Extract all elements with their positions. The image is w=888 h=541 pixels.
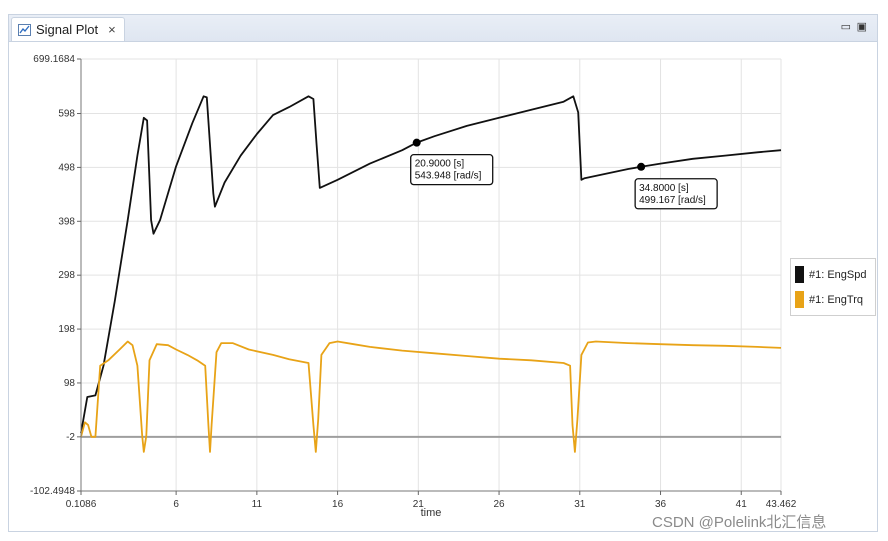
legend-item-engtrq[interactable]: #1: EngTrq: [795, 291, 863, 308]
watermark-text: CSDN @Polelink北汇信息: [652, 514, 827, 531]
plot-grid: [80, 58, 782, 492]
y-tick-label: 699.1684: [33, 54, 75, 65]
x-tick-label: 0.1086: [66, 499, 97, 510]
chart-icon: [18, 23, 31, 36]
tab-title: Signal Plot: [36, 22, 99, 37]
legend-label-engspd: #1: EngSpd: [809, 268, 867, 281]
tooltip-line: 34.8000 [s]: [639, 183, 689, 194]
tooltip-line: 499.167 [rad/s]: [639, 195, 706, 206]
data-marker[interactable]: [637, 162, 646, 171]
legend-swatch-engspd: [795, 266, 804, 283]
legend-swatch-engtrq: [795, 291, 804, 308]
x-axis-label: time: [421, 507, 442, 519]
plot-series: [80, 95, 782, 453]
y-tick-label: -2: [66, 432, 75, 443]
y-tick-label: 398: [58, 216, 75, 227]
x-tick-label: 26: [493, 499, 505, 510]
tooltip-line: 543.948 [rad/s]: [415, 171, 482, 182]
minimize-icon[interactable]: ▭: [840, 21, 851, 33]
y-tick-label: 298: [58, 270, 75, 281]
x-tick-label: 6: [173, 499, 179, 510]
legend-label-engtrq: #1: EngTrq: [809, 293, 864, 306]
x-tick-label: 31: [574, 499, 586, 510]
tab-bar: Signal Plot × ▭ ▣: [9, 15, 877, 42]
tooltip-line: 20.9000 [s]: [415, 159, 465, 170]
series-line-engspd[interactable]: [80, 95, 782, 434]
maximize-icon[interactable]: ▣: [856, 21, 867, 33]
tab-signal-plot[interactable]: Signal Plot ×: [11, 17, 125, 41]
close-icon[interactable]: ×: [108, 22, 116, 37]
plot-markers: 20.9000 [s]543.948 [rad/s] 34.8000 [s]499…: [410, 138, 718, 210]
signal-plot-canvas[interactable]: 699.1684 598 498 398 298 198 98 -2 -102.4948 0.1…: [9, 41, 877, 531]
x-tick-label: 11: [252, 499, 263, 510]
y-axis-ticks: 699.1684 598 498 398 298 198 98 -2 -102.4948: [30, 54, 81, 497]
legend-item-engspd[interactable]: #1: EngSpd: [795, 266, 867, 283]
signal-plot-window: Signal Plot × ▭ ▣ 699.1684 598 498 398 298 19…: [8, 14, 878, 532]
data-marker[interactable]: [412, 138, 421, 147]
y-tick-label: 98: [64, 378, 76, 389]
series-line-engtrq[interactable]: [80, 340, 782, 453]
y-tick-label: 598: [58, 109, 75, 120]
x-tick-label: 41: [736, 499, 748, 510]
y-tick-label: -102.4948: [30, 486, 75, 497]
x-tick-label: 21: [413, 499, 425, 510]
marker-tooltip: [410, 153, 494, 186]
marker-tooltip: [634, 178, 718, 210]
y-tick-label: 198: [58, 324, 75, 335]
x-tick-label: 43.462: [766, 499, 797, 510]
plot-legend: #1: EngSpd #1: EngTrq: [790, 258, 876, 316]
x-axis-ticks: 0.1086 6 11 16 21 26 31 36 41 43.462: [66, 491, 797, 510]
x-tick-label: 16: [332, 499, 344, 510]
x-tick-label: 36: [655, 499, 667, 510]
y-tick-label: 498: [58, 162, 75, 173]
